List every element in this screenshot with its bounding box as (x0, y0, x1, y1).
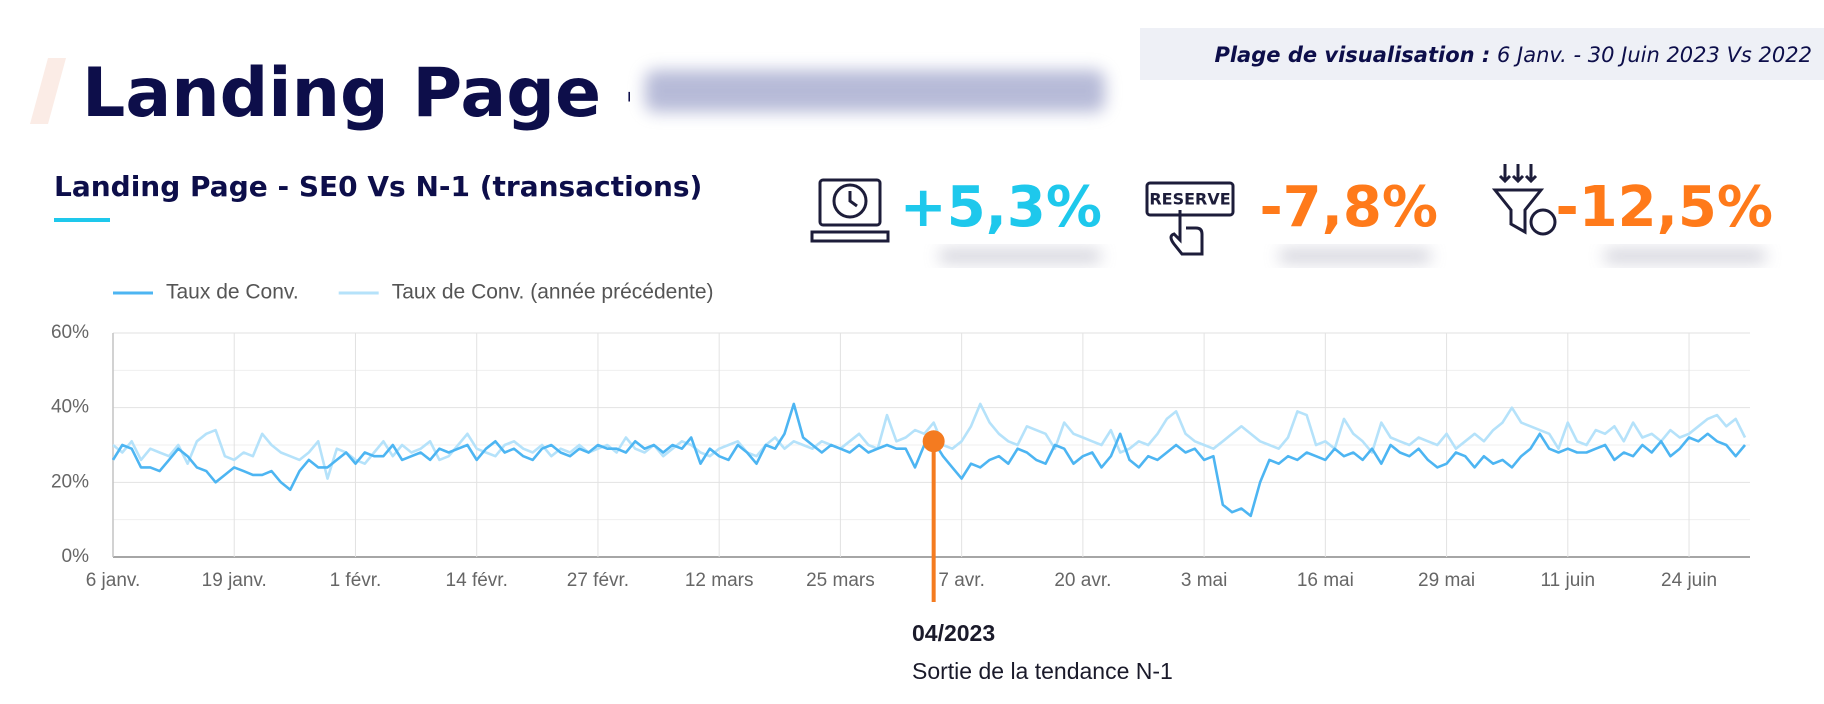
x-tick-label: 25 mars (806, 570, 875, 591)
x-tick-label: 29 mai (1418, 570, 1475, 591)
section-underline (54, 218, 110, 222)
icon-funnel (1491, 164, 1557, 236)
y-tick-label: 40% (51, 397, 89, 418)
legend-label: Taux de Conv. (166, 281, 299, 304)
x-tick-label: 6 janv. (86, 570, 141, 591)
blurred-name (645, 70, 1105, 112)
blurred-subs (940, 250, 1765, 262)
decor-slash (30, 58, 66, 124)
chart: 0% 20% 40% 60% 6 janv. 19 janv. 1 févr. 14 févr… (51, 281, 1750, 684)
series-line (111, 402, 1747, 518)
y-tick-label: 0% (62, 546, 90, 567)
x-tick-label: 16 mai (1297, 570, 1354, 591)
kpis: +5,3% -7,8% -12,5% (900, 175, 1773, 240)
x-tick-label: 7 avr. (938, 570, 984, 591)
icon-text: RESERVE (1149, 190, 1230, 209)
legend-label: Taux de Conv. (année précédente) (392, 281, 714, 304)
x-tick-label: 12 mars (685, 570, 754, 591)
annotation-marker (922, 430, 945, 453)
y-tick-label: 20% (51, 471, 89, 492)
x-tick-label: 14 févr. (446, 570, 508, 591)
x-tick-label: 19 janv. (202, 570, 267, 591)
icon-laptop (810, 178, 890, 243)
kpi-value: +5,3% (900, 175, 1102, 240)
range-label: Plage de visualisation : (1214, 43, 1490, 67)
range-value: 6 Janv. - 30 Juin 2023 Vs 2022 (1497, 43, 1812, 67)
annotation-text: Sortie de la tendance N-1 (912, 658, 1173, 684)
range-box (1140, 28, 1824, 80)
y-tick-label: 60% (51, 322, 89, 343)
x-tick-label: 27 févr. (567, 570, 629, 591)
kpi-value: -12,5% (1555, 175, 1773, 240)
annotation-label: 04/2023 (912, 620, 995, 646)
icon-reserve: RESERVE (1145, 181, 1235, 256)
x-tick-label: 20 avr. (1054, 570, 1111, 591)
series-line (112, 402, 1747, 480)
range-text: Plage de visualisation : 6 Janv. - 30 Ju… (1214, 43, 1812, 67)
x-tick-label: 24 juin (1661, 570, 1717, 591)
x-tick-label: 11 juin (1541, 570, 1596, 591)
page-title: Landing Page - (82, 54, 653, 133)
x-tick-label: 3 mai (1181, 570, 1227, 591)
kpi-value: -7,8% (1259, 175, 1438, 240)
x-tick-label: 1 févr. (330, 570, 382, 591)
section-title: Landing Page - SE0 Vs N-1 (transactions) (54, 170, 702, 203)
